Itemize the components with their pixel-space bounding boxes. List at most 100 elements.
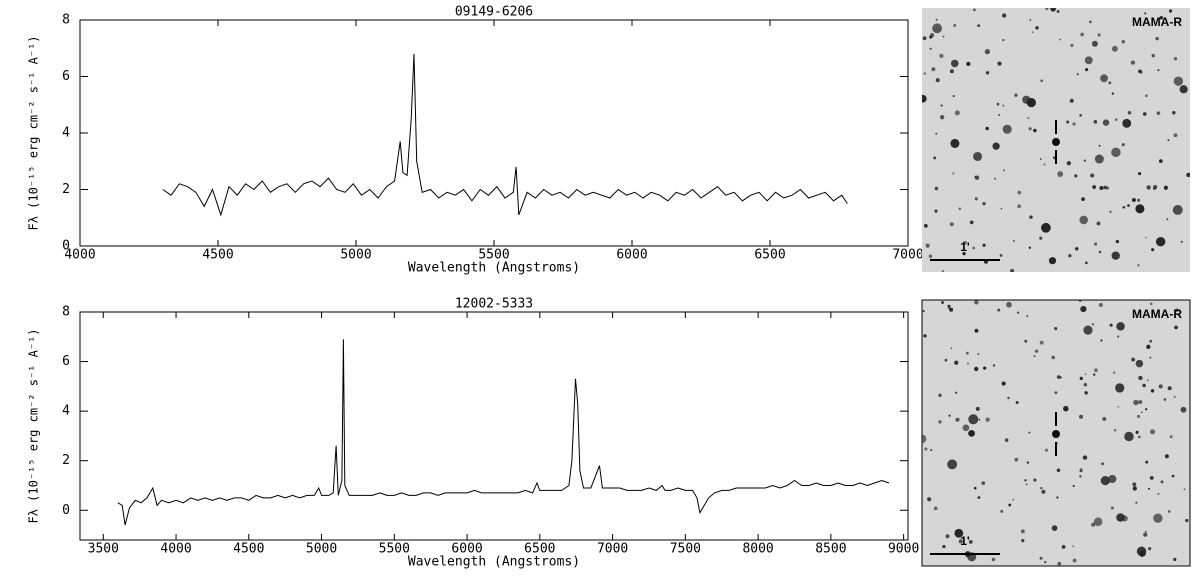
star xyxy=(1066,161,1071,166)
star xyxy=(954,528,964,538)
star xyxy=(1079,414,1084,419)
star xyxy=(1115,383,1125,393)
star xyxy=(973,486,977,490)
star xyxy=(1079,475,1082,478)
star xyxy=(1039,556,1043,560)
star xyxy=(1145,408,1148,411)
star xyxy=(922,434,927,444)
x-tick-label: 4000 xyxy=(64,248,95,263)
star xyxy=(1143,532,1148,537)
star xyxy=(949,222,954,227)
star-field-image: MAMA-R 1' xyxy=(922,8,1190,272)
star xyxy=(1068,254,1072,258)
star xyxy=(1094,242,1098,246)
star xyxy=(1137,171,1142,176)
star xyxy=(952,94,955,98)
star xyxy=(994,177,996,180)
star xyxy=(1007,396,1010,400)
star xyxy=(1111,45,1118,52)
star xyxy=(1026,315,1029,318)
star xyxy=(992,364,996,367)
star xyxy=(1135,204,1145,214)
star xyxy=(1169,435,1173,439)
star xyxy=(1002,13,1007,18)
star xyxy=(1151,248,1155,252)
x-tick-label: 5500 xyxy=(478,248,509,263)
star xyxy=(941,301,944,304)
star xyxy=(1033,355,1036,358)
star xyxy=(1033,128,1037,133)
star xyxy=(923,72,926,75)
star xyxy=(1111,147,1121,158)
star xyxy=(950,347,953,350)
star xyxy=(925,243,930,248)
star xyxy=(991,557,996,562)
star xyxy=(1180,406,1187,413)
star xyxy=(1028,127,1032,131)
x-tick-label: 6000 xyxy=(616,248,647,263)
x-tick-label: 5500 xyxy=(379,542,410,557)
star xyxy=(1015,400,1019,404)
star xyxy=(1101,462,1104,466)
star xyxy=(940,104,943,107)
star xyxy=(1069,98,1074,103)
star xyxy=(944,358,948,362)
star xyxy=(1117,405,1120,408)
x-tick-label: 6000 xyxy=(451,542,482,557)
star xyxy=(1098,250,1102,254)
star xyxy=(1100,339,1103,342)
star xyxy=(949,307,954,312)
star xyxy=(1157,492,1160,495)
x-tick-label: 6500 xyxy=(754,248,785,263)
star xyxy=(1146,344,1151,350)
star xyxy=(923,223,928,228)
star xyxy=(1051,525,1058,531)
star xyxy=(1051,355,1055,360)
star xyxy=(954,360,959,365)
star xyxy=(1081,197,1085,202)
star xyxy=(1072,484,1075,488)
star xyxy=(929,33,935,38)
star xyxy=(1056,468,1061,473)
star xyxy=(1040,486,1043,490)
star xyxy=(1149,302,1153,306)
spectrum-line xyxy=(162,53,848,217)
star xyxy=(1152,187,1156,191)
star xyxy=(1072,545,1075,548)
star xyxy=(1035,26,1039,30)
star xyxy=(977,24,981,28)
star xyxy=(1156,111,1161,115)
star xyxy=(997,308,1001,312)
star xyxy=(1008,503,1012,507)
star xyxy=(1031,31,1034,33)
star xyxy=(1113,371,1116,374)
star xyxy=(1041,489,1046,494)
x-tick-label: 7000 xyxy=(892,248,923,263)
star xyxy=(996,102,1000,106)
star xyxy=(958,539,963,544)
star xyxy=(1050,8,1056,12)
star xyxy=(1002,124,1012,134)
star xyxy=(1135,359,1144,368)
star xyxy=(1111,251,1120,260)
star xyxy=(1157,68,1160,72)
star xyxy=(1174,325,1178,330)
star xyxy=(1026,98,1036,108)
y-tick-label: 2 xyxy=(62,182,70,197)
star xyxy=(1085,68,1089,72)
star xyxy=(1140,411,1143,414)
star xyxy=(969,220,974,225)
star xyxy=(1148,487,1151,490)
star xyxy=(1138,435,1141,439)
star xyxy=(947,459,958,470)
y-axis-label: Fλ (10⁻¹⁵ erg cm⁻² s⁻¹ A⁻¹) xyxy=(27,328,41,523)
star xyxy=(1080,305,1087,313)
star xyxy=(1171,474,1175,478)
star xyxy=(1080,468,1083,471)
star xyxy=(1090,173,1095,178)
star xyxy=(1098,302,1103,307)
star xyxy=(1094,154,1104,164)
star xyxy=(1091,522,1096,527)
star xyxy=(975,406,980,411)
